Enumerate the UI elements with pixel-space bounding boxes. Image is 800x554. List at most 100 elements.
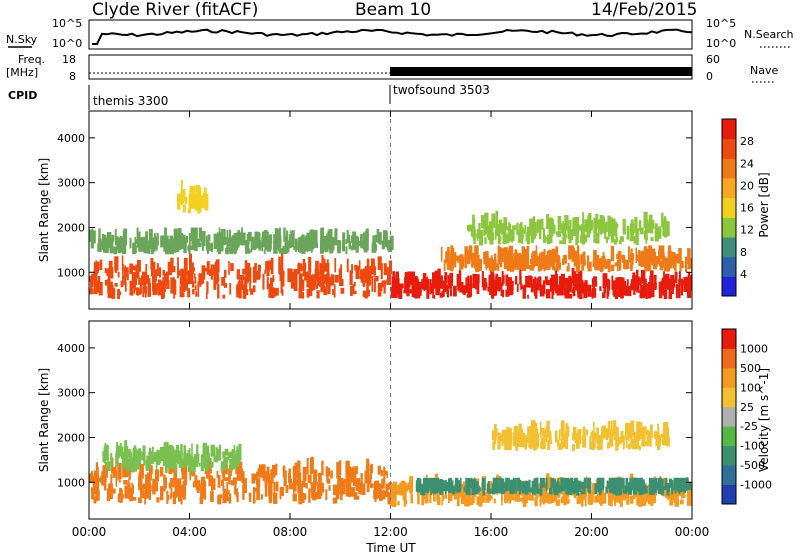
power-echo-cell	[147, 283, 151, 297]
velocity-echo-cell	[264, 483, 267, 488]
velocity-echo-cell	[124, 485, 128, 499]
power-echo-cell	[509, 261, 513, 270]
power-echo-cell	[181, 273, 186, 287]
velocity-echo-cell	[417, 487, 420, 505]
power-echo-cell	[539, 286, 542, 295]
velocity-echo-cell	[119, 443, 122, 457]
velocity-echo-cell	[145, 465, 148, 470]
velocity-echo-cell	[101, 471, 105, 486]
power-echo-cell	[320, 281, 325, 293]
velocity-echo-cell	[546, 495, 549, 501]
velocity-echo-cell	[118, 462, 122, 479]
power-echo-cell	[601, 256, 605, 263]
velocity-echo-cell	[381, 478, 385, 489]
velocity-echo-cell	[128, 460, 131, 470]
power-echo-cell	[663, 231, 668, 238]
power-echo-cell	[540, 284, 545, 294]
power-echo-cell	[410, 271, 415, 285]
power-echo-cell	[664, 257, 669, 272]
velocity-echo-cell	[275, 463, 278, 476]
power-echo-cell	[479, 236, 483, 246]
velocity-echo-cell	[650, 424, 653, 438]
velocity-echo-cell	[623, 489, 626, 494]
power-echo-cell	[469, 283, 473, 290]
velocity-echo-cell	[205, 455, 209, 471]
power-echo-cell	[683, 277, 688, 292]
velocity-echo-cell	[122, 463, 127, 478]
velocity-echo-cell	[240, 471, 245, 480]
power-echo-cell	[216, 247, 220, 253]
velocity-ytick-label: 3000	[57, 387, 85, 400]
power-echo-cell	[253, 236, 259, 248]
velocity-echo-cell	[500, 477, 503, 493]
velocity-echo-cell	[630, 437, 632, 448]
power-echo-cell	[238, 275, 241, 287]
velocity-echo-cell	[485, 491, 490, 503]
velocity-echo-cell	[628, 482, 632, 492]
power-echo-cell	[362, 273, 366, 287]
power-echo-cell	[630, 234, 634, 241]
power-echo-cell	[129, 237, 132, 249]
power-echo-cell	[619, 286, 623, 292]
velocity-echo-cell	[102, 450, 105, 463]
velocity-echo-cell	[508, 477, 510, 489]
velocity-echo-cell	[632, 439, 637, 450]
power-echo-cell	[89, 288, 94, 295]
velocity-echo-cell	[115, 453, 119, 467]
power-echo-cell	[569, 293, 573, 299]
power-ytick-label: 4000	[57, 132, 85, 145]
power-echo-cell	[335, 275, 338, 280]
power-echo-cell	[245, 240, 248, 255]
velocity-echo-cell	[564, 479, 567, 489]
power-echo-cell	[232, 238, 237, 253]
power-echo-cell	[471, 253, 477, 263]
power-echo-cell	[555, 231, 559, 236]
power-echo-cell	[482, 278, 487, 291]
velocity-echo-cell	[686, 477, 689, 489]
power-echo-cell	[290, 268, 293, 279]
velocity-echo-cell	[345, 460, 350, 478]
power-echo-cell	[407, 271, 411, 288]
power-echo-cell	[450, 282, 452, 297]
power-echo-cell	[575, 257, 580, 272]
velocity-echo-cell	[615, 427, 619, 438]
velocity-echo-cell	[360, 473, 363, 489]
power-echo-cell	[278, 250, 281, 254]
power-echo-cell	[302, 279, 305, 291]
power-echo-cell	[536, 219, 542, 232]
velocity-echo-cell	[559, 485, 561, 493]
power-echo-cell	[138, 277, 141, 285]
velocity-echo-cell	[104, 461, 109, 466]
power-echo-cell	[388, 260, 393, 275]
power-echo-cell	[640, 269, 646, 284]
velocity-echo-cell	[626, 491, 630, 505]
power-echo-cell	[582, 227, 586, 233]
velocity-echo-cell	[550, 477, 552, 491]
power-echo-cell	[386, 239, 391, 251]
power-echo-cell	[282, 270, 285, 287]
velocity-echo-cell	[346, 479, 352, 497]
power-echo-cell	[102, 238, 107, 250]
power-echo-cell	[553, 259, 556, 264]
power-echo-cell	[334, 232, 337, 246]
velocity-echo-cell	[563, 434, 567, 440]
power-echo-cell	[250, 236, 254, 243]
power-echo-cell	[109, 281, 113, 287]
velocity-echo-cell	[364, 470, 367, 484]
velocity-colorbar-frame	[721, 328, 737, 505]
velocity-echo-cell	[410, 490, 413, 500]
power-echo-cell	[369, 265, 372, 278]
power-echo-cell	[474, 280, 478, 290]
power-echo-cell	[193, 185, 196, 199]
power-echo-cell	[194, 193, 199, 211]
power-echo-cell	[480, 215, 486, 229]
power-echo-cell	[643, 286, 647, 297]
power-echo-cell	[206, 292, 208, 299]
power-echo-cell	[449, 272, 454, 287]
velocity-echo-cell	[312, 486, 316, 500]
power-echo-cell	[200, 195, 205, 209]
power-echo-cell	[630, 248, 633, 263]
velocity-echo-cell	[303, 493, 307, 500]
